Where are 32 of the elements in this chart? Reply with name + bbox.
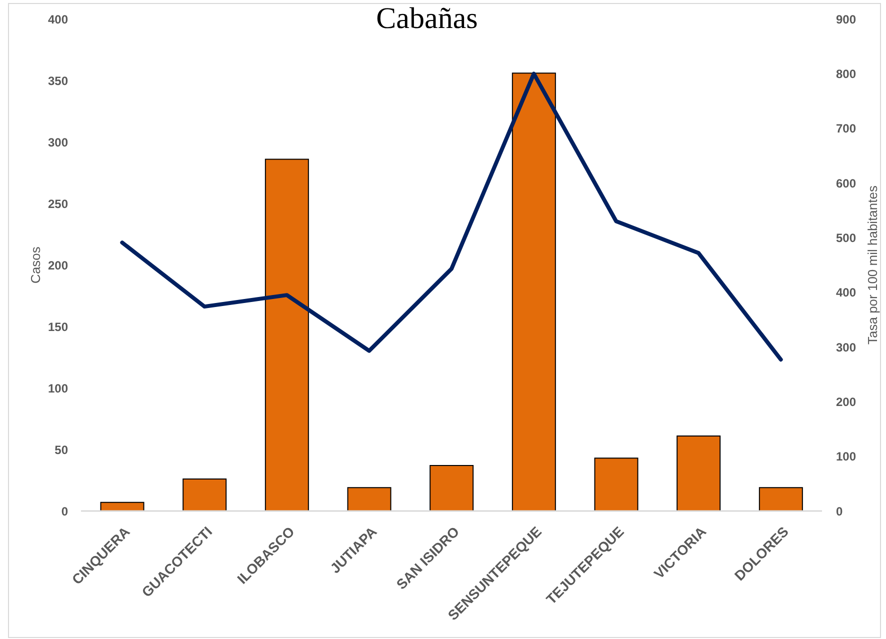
y-tick-label: 350 bbox=[48, 74, 68, 88]
y-tick-label: 0 bbox=[61, 504, 68, 518]
y-tick-label: 200 bbox=[48, 258, 68, 272]
line-series bbox=[120, 72, 783, 362]
y2-tick-label: 800 bbox=[836, 66, 856, 81]
chart-title: Cabañas bbox=[375, 2, 479, 36]
y2-tick-label: 0 bbox=[836, 504, 843, 518]
y2-tick-label: 500 bbox=[836, 230, 856, 245]
y-tick-label: 100 bbox=[48, 381, 68, 396]
y-tick-label: 50 bbox=[54, 442, 68, 457]
y2-axis-title: Tasa por 100 mil habitantes bbox=[864, 185, 880, 344]
y2-tick-label: 600 bbox=[836, 176, 856, 190]
y-tick-label: 300 bbox=[48, 135, 68, 150]
bar bbox=[512, 72, 556, 511]
y2-tick-label: 900 bbox=[836, 12, 856, 26]
bar bbox=[182, 478, 227, 511]
y2-tick-label: 400 bbox=[836, 286, 856, 300]
bar bbox=[100, 502, 144, 511]
bar bbox=[758, 487, 803, 511]
bar bbox=[594, 458, 638, 511]
y-tick-label: 250 bbox=[48, 196, 68, 211]
y2-tick-label: 700 bbox=[836, 122, 856, 136]
bar bbox=[430, 464, 474, 511]
y-tick-label: 400 bbox=[48, 12, 68, 26]
y-axis-title: Casos bbox=[28, 246, 42, 284]
y2-tick-label: 300 bbox=[836, 340, 856, 354]
y2-tick-label: 200 bbox=[836, 394, 856, 409]
bar bbox=[264, 158, 309, 511]
bar bbox=[676, 435, 721, 511]
y-tick-label: 150 bbox=[48, 320, 68, 334]
y2-tick-label: 100 bbox=[836, 450, 856, 464]
bar bbox=[347, 487, 392, 511]
